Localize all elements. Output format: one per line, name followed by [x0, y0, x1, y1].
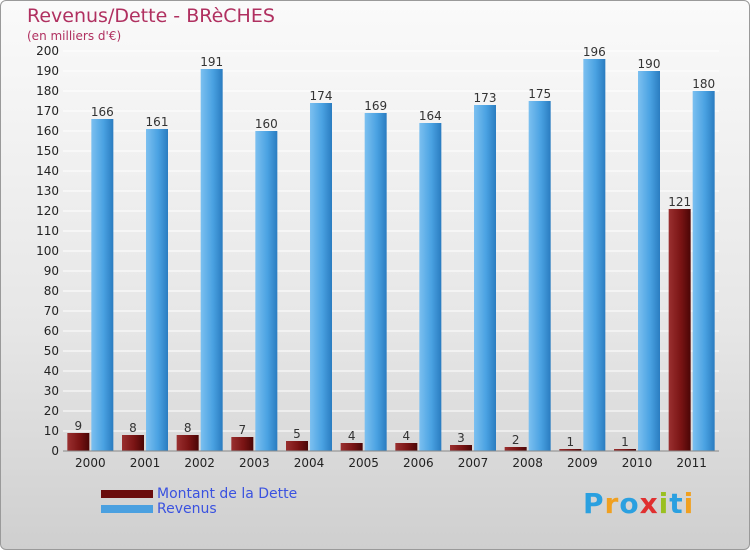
- x-tick-label: 2003: [239, 456, 270, 470]
- bar-revenus-2005: [364, 113, 387, 451]
- y-tick-label: 140: [36, 164, 59, 178]
- y-tick-label: 160: [36, 124, 59, 138]
- y-tick-label: 120: [36, 204, 59, 218]
- data-label-dette-2000: 9: [75, 419, 83, 433]
- y-tick-label: 90: [44, 264, 59, 278]
- bar-dette-2000: [67, 433, 90, 451]
- y-tick-label: 200: [36, 44, 59, 58]
- bar-dette-2009: [559, 449, 582, 451]
- data-label-revenus-2002: 191: [200, 55, 223, 69]
- y-tick-label: 150: [36, 144, 59, 158]
- data-label-revenus-2001: 161: [146, 115, 169, 129]
- x-tick-label: 2009: [567, 456, 598, 470]
- bar-revenus-2009: [583, 59, 606, 451]
- x-tick-label: 2004: [294, 456, 325, 470]
- data-label-dette-2011: 121: [668, 195, 691, 209]
- y-tick-label: 80: [44, 284, 59, 298]
- bar-dette-2007: [450, 445, 472, 451]
- data-label-dette-2002: 8: [184, 421, 192, 435]
- data-label-dette-2006: 4: [403, 429, 411, 443]
- data-label-revenus-2004: 174: [310, 89, 333, 103]
- y-tick-label: 50: [44, 344, 59, 358]
- data-label-dette-2010: 1: [621, 435, 629, 449]
- bar-revenus-2004: [310, 103, 332, 451]
- x-tick-label: 2011: [676, 456, 707, 470]
- legend-swatch-revenus: [101, 505, 153, 513]
- y-tick-label: 30: [44, 384, 59, 398]
- bar-revenus-2010: [638, 71, 660, 451]
- chart-title: Revenus/Dette - BRèCHES: [27, 5, 275, 27]
- data-label-revenus-2000: 166: [91, 105, 114, 119]
- bar-revenus-2007: [474, 105, 496, 451]
- proxiti-logo: Proxiti: [583, 487, 695, 520]
- y-tick-label: 170: [36, 104, 59, 118]
- data-label-dette-2004: 5: [293, 427, 301, 441]
- bar-revenus-2000: [91, 119, 114, 451]
- y-tick-label: 0: [51, 444, 59, 458]
- bar-dette-2003: [231, 437, 254, 451]
- bar-dette-2001: [122, 435, 144, 451]
- bar-revenus-2008: [528, 101, 551, 451]
- legend-label-revenus: Revenus: [157, 501, 217, 517]
- bar-revenus-2002: [200, 69, 223, 451]
- x-tick-label: 2002: [184, 456, 215, 470]
- y-tick-label: 130: [36, 184, 59, 198]
- bar-dette-2011: [668, 209, 691, 451]
- x-tick-label: 2000: [75, 456, 106, 470]
- x-tick-label: 2007: [458, 456, 489, 470]
- y-tick-label: 70: [44, 304, 59, 318]
- bar-dette-2006: [395, 443, 418, 451]
- x-tick-label: 2001: [130, 456, 161, 470]
- y-tick-label: 20: [44, 404, 59, 418]
- bar-dette-2010: [614, 449, 636, 451]
- data-label-revenus-2009: 196: [583, 45, 606, 59]
- bar-dette-2002: [176, 435, 199, 451]
- bar-dette-2005: [340, 443, 363, 451]
- x-tick-label: 2005: [348, 456, 379, 470]
- bar-revenus-2001: [146, 129, 168, 451]
- data-label-dette-2003: 7: [239, 423, 247, 437]
- x-tick-label: 2008: [512, 456, 543, 470]
- legend-label-dette: Montant de la Dette: [157, 486, 298, 502]
- y-tick-label: 10: [44, 424, 59, 438]
- y-tick-label: 190: [36, 64, 59, 78]
- data-label-revenus-2007: 173: [474, 91, 497, 105]
- bar-dette-2008: [504, 447, 527, 451]
- data-label-dette-2005: 4: [348, 429, 356, 443]
- chart-subtitle: (en milliers d'€): [27, 29, 122, 43]
- data-label-dette-2008: 2: [512, 433, 520, 447]
- data-label-dette-2007: 3: [457, 431, 465, 445]
- y-tick-label: 180: [36, 84, 59, 98]
- data-label-revenus-2005: 169: [364, 99, 387, 113]
- y-tick-label: 60: [44, 324, 59, 338]
- data-label-revenus-2008: 175: [528, 87, 551, 101]
- bar-revenus-2011: [692, 91, 715, 451]
- data-label-revenus-2010: 190: [638, 57, 661, 71]
- data-label-revenus-2011: 180: [692, 77, 715, 91]
- bar-revenus-2003: [255, 131, 278, 451]
- data-label-revenus-2006: 164: [419, 109, 442, 123]
- bar-dette-2004: [286, 441, 308, 451]
- y-tick-label: 110: [36, 224, 59, 238]
- y-tick-label: 40: [44, 364, 59, 378]
- x-tick-label: 2010: [622, 456, 653, 470]
- data-label-dette-2009: 1: [567, 435, 575, 449]
- x-tick-label: 2006: [403, 456, 434, 470]
- data-label-revenus-2003: 160: [255, 117, 278, 131]
- legend-swatch-dette: [101, 490, 153, 498]
- y-tick-label: 100: [36, 244, 59, 258]
- bar-revenus-2006: [419, 123, 442, 451]
- data-label-dette-2001: 8: [129, 421, 137, 435]
